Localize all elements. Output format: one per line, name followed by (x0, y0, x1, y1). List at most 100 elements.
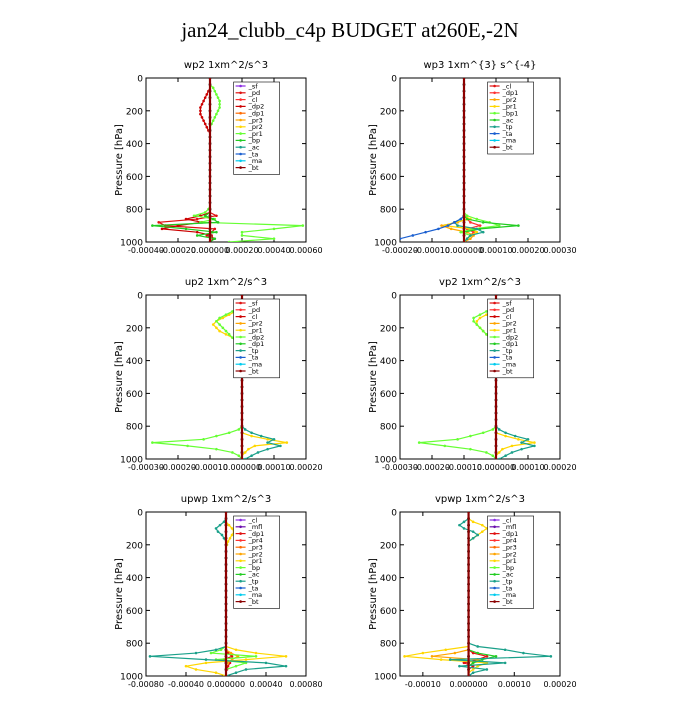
data-point (215, 230, 218, 234)
legend-marker (239, 539, 242, 542)
data-point (469, 234, 472, 237)
data-point (226, 540, 230, 543)
x-tick-label: -0.00030 (382, 463, 418, 472)
legend-label: _pr2 (502, 96, 517, 104)
legend: _cl_dp1_pr2_pr1_bp1_ac_tp_ta_ma_bt (487, 81, 534, 155)
legend-marker (493, 91, 496, 95)
legend-marker (493, 315, 496, 318)
data-point (272, 438, 276, 441)
data-point (481, 329, 485, 333)
y-tick-label: 200 (126, 541, 143, 551)
y-tick-label: 200 (380, 541, 397, 551)
data-point (215, 214, 218, 218)
data-point (480, 530, 484, 533)
x-tick-label: 0.00020 (543, 463, 576, 472)
data-point (478, 224, 482, 227)
data-point (195, 217, 199, 221)
legend-marker (493, 111, 496, 115)
data-point (475, 319, 479, 323)
legend-label: _ac (502, 116, 514, 124)
data-point (211, 217, 215, 221)
legend-marker (239, 322, 242, 325)
legend-label: _ac (248, 571, 260, 579)
data-point (476, 533, 480, 537)
y-tick-label: 800 (126, 206, 143, 216)
legend-label: _dp1 (248, 110, 265, 118)
data-point (228, 536, 232, 540)
legend-marker (493, 145, 496, 149)
data-point (244, 658, 248, 661)
y-tick-label: 400 (126, 140, 143, 150)
legend-label: _pd (502, 306, 515, 314)
data-point (218, 523, 222, 527)
x-tick-label: 0.000000 (449, 680, 487, 689)
data-point (231, 336, 234, 339)
data-point (549, 655, 553, 658)
x-tick-label: 0.00020 (511, 246, 544, 255)
series-line-dp2 (419, 295, 497, 459)
data-point (184, 227, 188, 231)
x-tick-label: 0.000000 (445, 246, 483, 255)
data-point (221, 326, 225, 330)
legend-marker (239, 573, 242, 576)
data-point (497, 451, 501, 454)
legend-marker (239, 586, 242, 590)
data-point (471, 651, 475, 655)
legend-marker (239, 301, 242, 305)
y-tick-label: 1000 (374, 673, 397, 683)
data-point (444, 648, 448, 652)
data-point (230, 527, 234, 530)
data-point (462, 527, 466, 530)
data-point (204, 661, 208, 665)
legend-label: _sf (502, 299, 513, 307)
data-point (213, 89, 217, 93)
x-tick-label: 0.000000 (223, 463, 261, 472)
data-point (501, 447, 504, 451)
data-point (236, 655, 240, 658)
panel-title: wp2 1xm^2/s^3 (184, 60, 268, 71)
legend-label: _tp (248, 578, 259, 586)
data-point (218, 106, 221, 109)
legend-label: _cl (502, 516, 512, 524)
data-point (476, 664, 480, 668)
y-tick-label: 800 (126, 423, 143, 433)
data-point (465, 237, 469, 241)
data-point (184, 217, 188, 221)
legend-label: _dp1 (248, 340, 265, 348)
legend-marker (493, 545, 496, 549)
data-point (199, 106, 202, 109)
y-tick-label: 600 (126, 607, 143, 617)
x-tick-label: 0.00010 (257, 463, 290, 472)
legend-label: _pr1 (502, 103, 517, 111)
legend-marker (493, 573, 496, 576)
y-tick-label: 400 (126, 574, 143, 584)
figure-title: jan24_clubb_c4p BUDGET at260E,-2N (181, 18, 519, 42)
data-point (417, 441, 421, 444)
data-point (533, 444, 536, 448)
legend-label: _bt (248, 598, 259, 606)
data-point (272, 227, 276, 231)
data-point (266, 447, 269, 451)
data-point (485, 655, 489, 658)
y-axis-label: Pressure [hPa] (114, 124, 125, 196)
data-point (513, 434, 517, 438)
data-point (449, 227, 453, 231)
data-point (476, 645, 480, 648)
data-point (215, 112, 218, 116)
legend-box (233, 515, 280, 609)
data-point (227, 333, 231, 336)
data-point (503, 648, 507, 652)
data-point (205, 93, 209, 96)
legend-label: _pr1 (502, 557, 517, 565)
data-point (421, 651, 425, 655)
data-point (403, 655, 406, 658)
y-tick-label: 200 (126, 107, 143, 117)
data-point (240, 234, 244, 237)
legend-label: _cl (248, 516, 258, 524)
y-tick-label: 400 (380, 357, 397, 367)
y-tick-label: 1000 (120, 239, 143, 249)
y-tick-label: 800 (380, 423, 397, 433)
data-point (456, 438, 459, 441)
legend-marker (493, 593, 496, 597)
data-point (424, 230, 427, 234)
